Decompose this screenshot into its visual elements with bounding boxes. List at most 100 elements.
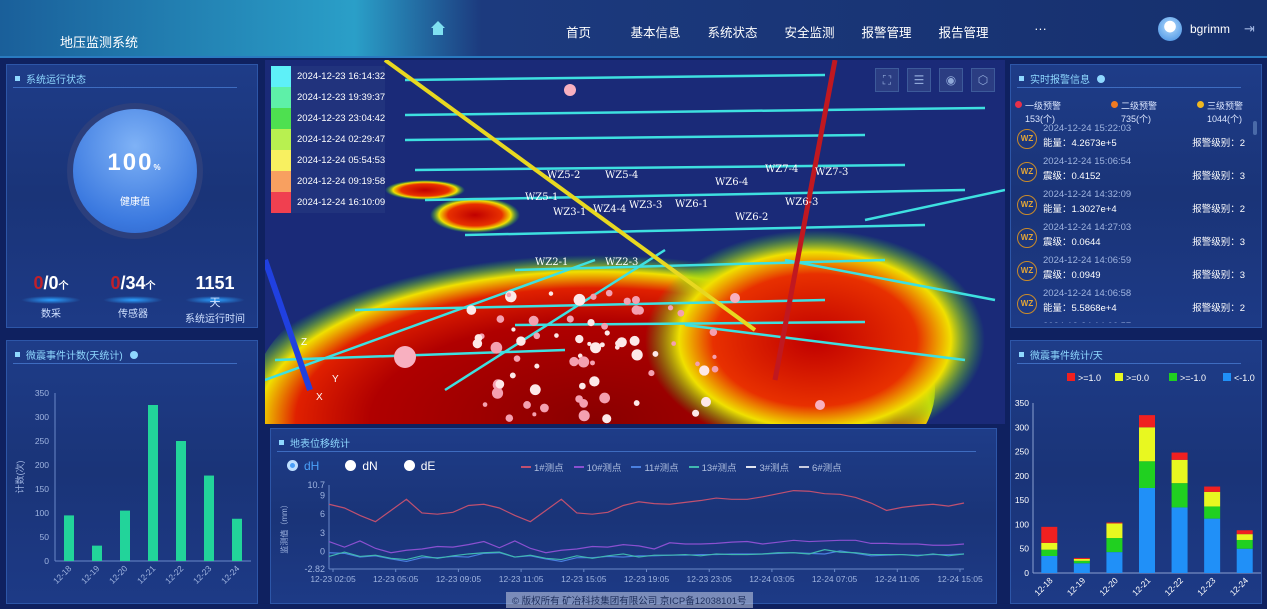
bar-segment[interactable] (1236, 539, 1253, 549)
event-point[interactable] (712, 354, 717, 360)
event-point[interactable] (533, 332, 541, 340)
bar-segment[interactable] (1073, 558, 1090, 561)
event-point[interactable] (505, 290, 517, 303)
bar-segment[interactable] (1139, 488, 1155, 573)
user-menu[interactable]: bgrimm ⇥ (1158, 17, 1255, 41)
event-point[interactable] (523, 401, 531, 409)
bar-segment[interactable] (1204, 506, 1221, 519)
event-point[interactable] (528, 315, 539, 326)
alarm-item[interactable]: WZ 2024-12-24 14:27:03 震级：0.0644 报警级别：3 (1015, 222, 1247, 255)
station-label[interactable]: WZ3-3 (629, 200, 662, 211)
event-point[interactable] (589, 376, 600, 387)
event-point[interactable] (511, 327, 516, 332)
bar-segment[interactable] (1204, 518, 1221, 573)
event-point[interactable] (614, 344, 620, 350)
event-point[interactable] (578, 410, 590, 422)
nav-system-status[interactable]: 系统状态 (707, 26, 758, 40)
station-label[interactable]: WZ6-1 (675, 199, 708, 210)
event-point[interactable] (509, 372, 516, 379)
event-point[interactable] (623, 297, 631, 305)
scrollbar[interactable] (1253, 121, 1257, 135)
event-point[interactable] (505, 414, 514, 422)
event-point[interactable] (491, 387, 504, 399)
event-point[interactable] (590, 293, 597, 300)
event-point[interactable] (667, 305, 674, 311)
event-point[interactable] (709, 328, 718, 336)
station-label[interactable]: WZ7-3 (815, 167, 848, 178)
logout-icon[interactable]: ⇥ (1244, 21, 1255, 36)
series-line[interactable] (328, 539, 965, 554)
legend-item[interactable]: 11#测点 (631, 460, 679, 474)
radio-dH[interactable]: dH (287, 459, 319, 473)
station-label[interactable]: WZ6-2 (735, 212, 768, 223)
nav-alarm-manage[interactable]: 报警管理 (861, 26, 912, 40)
event-point[interactable] (599, 392, 611, 404)
station-label[interactable]: WZ5-1 (525, 192, 558, 203)
event-point[interactable] (575, 334, 584, 344)
settings-icon[interactable]: ⬡ (971, 68, 995, 92)
event-point[interactable] (564, 84, 576, 96)
event-point[interactable] (677, 309, 685, 317)
bar-segment[interactable] (1073, 560, 1090, 564)
radio-dN[interactable]: dN (345, 459, 378, 473)
home-icon[interactable] (430, 20, 446, 36)
station-label[interactable]: WZ5-4 (605, 170, 638, 181)
nav-more[interactable]: ··· (1034, 22, 1047, 36)
bar-segment[interactable] (1106, 522, 1123, 524)
event-point[interactable] (474, 334, 483, 342)
nav-report-manage[interactable]: 报告管理 (938, 26, 989, 40)
event-point[interactable] (466, 305, 477, 315)
event-point[interactable] (652, 351, 659, 357)
bar-segment[interactable] (1106, 538, 1123, 553)
alarm-item[interactable]: WZ 2024-12-24 14:06:58 能量：5.5868e+4 报警级别：2 (1015, 288, 1247, 321)
event-point[interactable] (695, 361, 700, 367)
event-point[interactable] (730, 293, 740, 303)
event-point[interactable] (631, 305, 642, 315)
info-icon[interactable] (1097, 74, 1105, 83)
bar-segment[interactable] (1171, 459, 1188, 484)
bar[interactable] (232, 518, 242, 561)
event-point[interactable] (579, 399, 588, 408)
legend-item[interactable]: 6#测点 (799, 460, 842, 474)
event-point[interactable] (633, 400, 640, 406)
event-point[interactable] (554, 333, 559, 338)
bar-segment[interactable] (1171, 507, 1188, 573)
event-point[interactable] (671, 341, 677, 346)
bar-segment[interactable] (1139, 461, 1155, 488)
event-point[interactable] (579, 382, 586, 390)
bar-segment[interactable] (1236, 548, 1253, 573)
event-point[interactable] (529, 384, 541, 396)
alarm-item[interactable]: WZ 2024-12-24 15:22:03 能量：4.2673e+5 报警级别：2 (1015, 123, 1247, 156)
bar-segment[interactable] (1139, 427, 1155, 462)
event-point[interactable] (495, 379, 505, 389)
event-point[interactable] (700, 396, 711, 407)
event-point[interactable] (573, 293, 586, 306)
station-label[interactable]: WZ4-4 (593, 204, 626, 215)
nav-home[interactable]: 首页 (565, 26, 591, 40)
bar-segment[interactable] (1041, 542, 1058, 550)
event-point[interactable] (482, 402, 488, 407)
station-label[interactable]: WZ7-4 (765, 164, 798, 175)
event-point[interactable] (629, 335, 640, 346)
event-point[interactable] (699, 365, 710, 376)
event-point[interactable] (631, 295, 640, 304)
event-point[interactable] (616, 337, 627, 348)
event-point[interactable] (604, 330, 610, 336)
bar[interactable] (120, 510, 130, 561)
bar-segment[interactable] (1171, 452, 1188, 460)
event-point[interactable] (548, 291, 554, 296)
bar-segment[interactable] (1041, 549, 1058, 556)
series-line[interactable] (328, 489, 965, 523)
station-label[interactable]: WZ2-3 (605, 257, 638, 268)
event-point[interactable] (711, 365, 719, 373)
bar[interactable] (176, 441, 186, 561)
legend-item[interactable]: 3#测点 (746, 460, 789, 474)
event-point[interactable] (578, 356, 590, 368)
event-point[interactable] (648, 370, 655, 377)
target-icon[interactable]: ◉ (939, 68, 963, 92)
bar-segment[interactable] (1041, 556, 1058, 573)
nav-safety-monitor[interactable]: 安全监测 (784, 26, 835, 40)
event-point[interactable] (532, 412, 537, 417)
station-label[interactable]: WZ2-1 (535, 257, 568, 268)
